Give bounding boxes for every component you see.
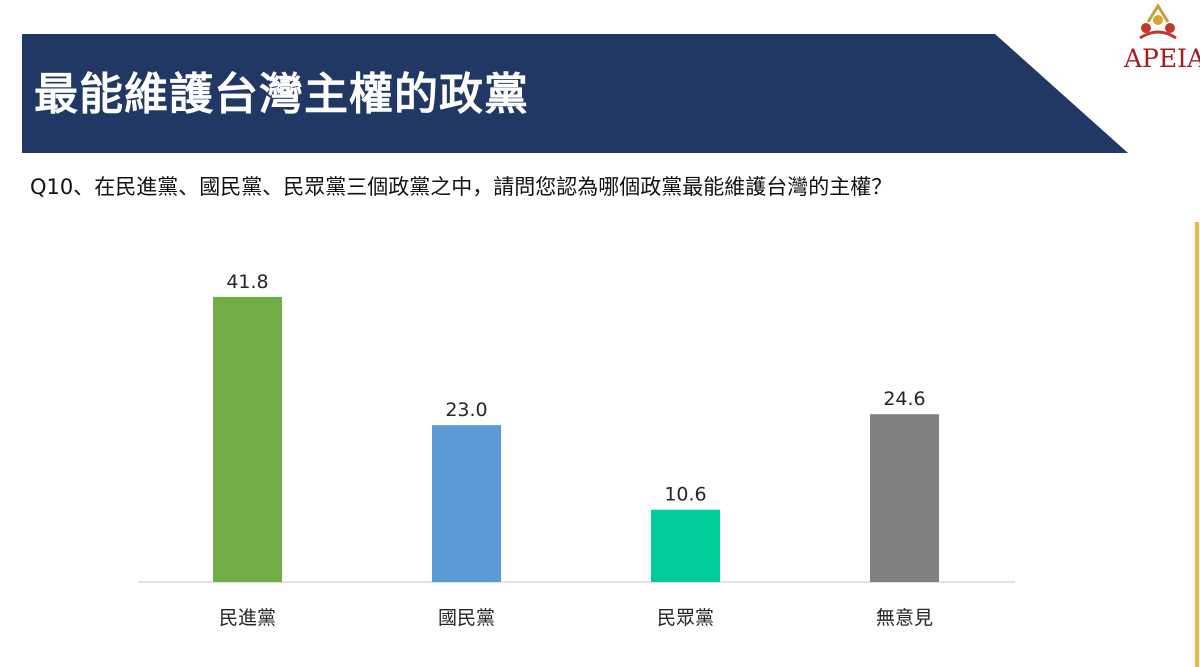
title-banner-shape — [22, 34, 1128, 153]
survey-question: Q10、在民進黨、國民黨、民眾黨三個政黨之中，請問您認為哪個政黨最能維護台灣的主… — [30, 175, 893, 199]
category-label-2: 國民黨 — [438, 607, 495, 629]
category-label-1: 民進黨 — [219, 607, 276, 629]
value-label-3: 10.6 — [664, 484, 706, 506]
side-accent-line — [1195, 222, 1199, 667]
apeia-logo-icon — [1139, 3, 1177, 40]
value-label-2: 23.0 — [445, 399, 487, 421]
value-label-1: 41.8 — [226, 271, 268, 293]
bar-3 — [651, 509, 720, 582]
page-title: 最能維護台灣主權的政黨 — [34, 69, 529, 120]
bar-1 — [213, 296, 282, 582]
bar-2 — [432, 425, 501, 582]
category-label-4: 無意見 — [876, 607, 933, 629]
logo-text: APEIA — [1124, 44, 1200, 73]
bar-4 — [870, 414, 939, 582]
category-label-3: 民眾黨 — [657, 607, 714, 629]
value-label-4: 24.6 — [883, 388, 925, 410]
title-banner — [22, 34, 1128, 153]
